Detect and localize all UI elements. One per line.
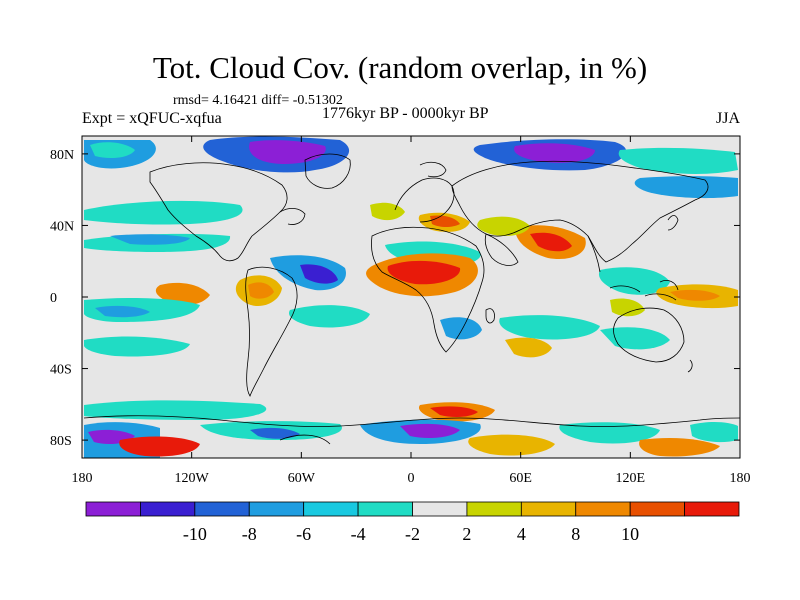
colorbar-label: -8 — [242, 524, 257, 544]
x-tick-label: 180 — [72, 471, 93, 486]
colorbar-swatch — [85, 501, 141, 517]
colorbar-swatch — [194, 501, 250, 517]
colorbar-swatch — [412, 501, 468, 517]
colorbar-label: 10 — [621, 524, 639, 544]
colorbar-label: -6 — [296, 524, 311, 544]
x-tick-label: 120E — [616, 471, 646, 486]
colorbar-swatch — [248, 501, 305, 517]
colorbar-label: 4 — [517, 524, 526, 544]
axis-ticks — [81, 136, 741, 458]
colorbar-labels: -10 -8 -6 -4 -2 2 4 8 10 — [183, 524, 639, 544]
y-tick-label: 40S — [50, 363, 72, 378]
colorbar-swatch — [575, 501, 631, 517]
colorbar-label: -2 — [405, 524, 420, 544]
colorbar-swatch — [629, 501, 685, 517]
colorbar-label: 2 — [462, 524, 471, 544]
season-text: JJA — [716, 110, 741, 127]
colorbar-label: -4 — [351, 524, 366, 544]
y-tick-label: 40N — [50, 219, 74, 234]
colorbar-swatch — [303, 501, 359, 517]
x-tick-label: 60E — [509, 471, 532, 486]
colorbar-swatch — [684, 501, 740, 517]
x-tick-label: 120W — [175, 471, 210, 486]
y-tick-label: 0 — [50, 291, 57, 306]
colorbar-label: -10 — [183, 524, 207, 544]
colorbar-swatch — [520, 501, 577, 517]
colorbar-label: 8 — [571, 524, 580, 544]
experiment-text: Expt = xQFUC-xqfua — [82, 110, 222, 127]
x-tick-label: 180 — [730, 471, 751, 486]
x-tick-label: 0 — [408, 471, 415, 486]
x-axis-labels: 180 120W 60W 0 60E 120E 180 — [72, 471, 751, 486]
x-tick-label: 60W — [288, 471, 316, 486]
coastlines — [83, 153, 740, 445]
y-tick-label: 80S — [50, 434, 72, 449]
stats-text: rmsd= 4.16421 diff= -0.51302 — [173, 93, 343, 108]
page-title: Tot. Cloud Cov. (random overlap, in %) — [152, 50, 648, 85]
colorbar-swatch — [466, 501, 522, 517]
y-tick-label: 80N — [50, 148, 74, 163]
y-axis-labels: 80N 40N 0 40S 80S — [50, 148, 74, 449]
colorbar-swatch — [140, 501, 196, 517]
colorbar — [85, 501, 740, 517]
colorbar-swatch — [357, 501, 413, 517]
period-text: 1776kyr BP - 0000kyr BP — [322, 105, 489, 122]
